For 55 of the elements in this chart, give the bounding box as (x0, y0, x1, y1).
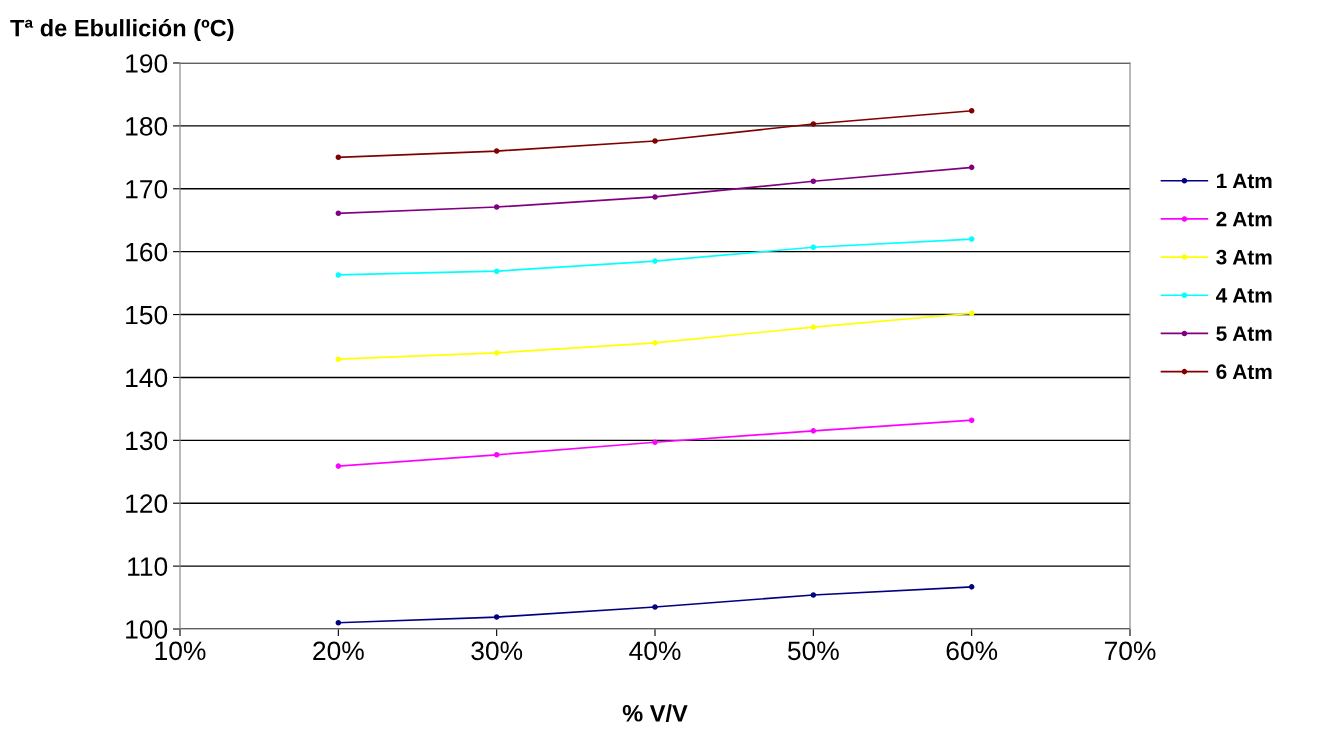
point (968, 417, 975, 423)
point (652, 439, 658, 445)
point (493, 148, 500, 154)
legend-label: 3 Atm (1216, 249, 1272, 265)
point (810, 178, 817, 185)
point (968, 310, 975, 317)
legend-label: 1 Atm (1216, 173, 1272, 189)
point (810, 592, 817, 598)
point (493, 350, 500, 356)
point (968, 108, 975, 114)
point (652, 604, 658, 610)
point (652, 138, 658, 144)
y-tick-label: 150 (126, 305, 168, 325)
point (810, 428, 817, 434)
point (652, 258, 658, 264)
y-tick-label: 120 (126, 494, 168, 514)
x-tick-label: 70% (1104, 641, 1156, 661)
legend-label: 2 Atm (1216, 211, 1272, 227)
y-tick-label: 130 (126, 431, 168, 451)
point (493, 204, 500, 210)
legend-label: 6 Atm (1216, 364, 1272, 380)
x-tick-label: 20% (313, 641, 364, 661)
point (652, 194, 658, 200)
x-tick-label: 60% (946, 641, 998, 661)
legend-label: 5 Atm (1216, 326, 1272, 341)
point (810, 121, 817, 127)
y-tick-label: 100 (126, 620, 168, 639)
legend-label: 4 Atm (1215, 288, 1272, 303)
point (493, 452, 500, 458)
point (335, 356, 342, 362)
point (810, 324, 817, 330)
y-tick-label: 110 (128, 557, 168, 576)
x-tick-label: 10% (155, 641, 206, 661)
point (335, 619, 342, 626)
point (335, 463, 342, 469)
point (493, 268, 500, 274)
point (335, 210, 342, 217)
point (810, 244, 817, 251)
x-axis-title: % V/V (622, 704, 688, 722)
y-tick-label: 140 (126, 368, 168, 388)
point (968, 584, 975, 590)
y-tick-label: 180 (126, 117, 168, 136)
y-axis-title: Tª de Ebullición (ºC) (10, 18, 234, 42)
y-tick-label: 170 (126, 179, 168, 199)
x-tick-label: 30% (471, 641, 523, 661)
y-tick-label: 190 (126, 54, 168, 73)
point (968, 164, 975, 171)
x-tick-label: 40% (629, 641, 681, 661)
point (493, 614, 500, 620)
x-tick-label: 50% (787, 641, 839, 661)
point (335, 272, 342, 278)
point (968, 236, 975, 242)
point (652, 340, 658, 346)
point (335, 154, 342, 161)
y-tick-label: 160 (126, 242, 168, 262)
